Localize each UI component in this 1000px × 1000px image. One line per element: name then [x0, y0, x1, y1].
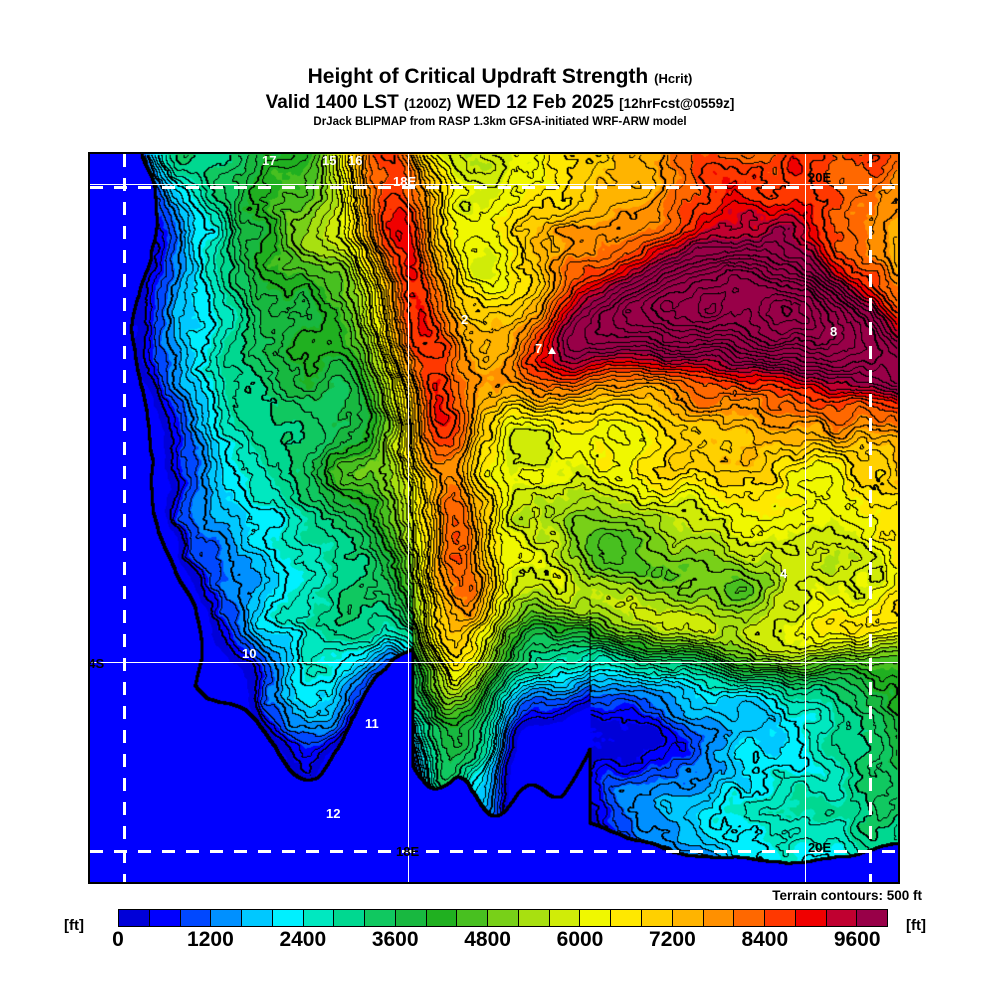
terrain-contour-note: Terrain contours: 500 ft [772, 888, 922, 903]
colorbar-tick-label: 9600 [833, 928, 881, 951]
colorbar-swatch [703, 910, 735, 926]
colorbar-swatch [580, 910, 612, 926]
forecast-tag: [12hrFcst@0559z] [619, 96, 735, 111]
colorbar-swatch [488, 910, 519, 926]
model-source-line: DrJack BLIPMAP from RASP 1.3km GFSA-init… [313, 116, 687, 128]
colorbar-swatch [334, 910, 366, 926]
colorbar-unit-right: [ft] [906, 917, 926, 934]
colorbar-swatch [180, 910, 212, 926]
colorbar-swatch [242, 910, 273, 926]
colorbar-tick-label: 2400 [279, 928, 327, 951]
colorbar-tick-label: 4800 [464, 928, 511, 951]
colorbar-tick-labels: 0 1200 2400 3600 4800 6000 7200 8400 9600 [112, 928, 888, 954]
title-main-text: Height of Critical Updraft Strength [307, 65, 649, 88]
colorbar-swatch [272, 910, 304, 926]
colorbar-swatch [795, 910, 827, 926]
colorbar-swatch [672, 910, 704, 926]
colorbar-swatch [395, 910, 427, 926]
colorbar-swatch [426, 910, 458, 926]
colorbar-swatch [149, 910, 181, 926]
colorbar-swatch [211, 910, 243, 926]
valid-time-line: Valid 1400 LST (1200Z) WED 12 Feb 2025 [… [0, 93, 1000, 112]
colorbar-swatch [119, 910, 150, 926]
colorbar-unit-left: [ft] [64, 917, 84, 934]
valid-prefix: Valid 1400 LST [265, 92, 399, 113]
colorbar-swatch [611, 910, 643, 926]
waypoint-triangle-icon [548, 347, 556, 354]
colorbar-swatch [303, 910, 335, 926]
colorbar-swatch [518, 910, 550, 926]
colorbar-swatch [857, 910, 888, 926]
colorbar-swatch [457, 910, 489, 926]
colorbar-swatch [549, 910, 581, 926]
colorbar-swatch [826, 910, 858, 926]
colorbar-tick-label: 7200 [649, 928, 696, 951]
title-block: Height of Critical Updraft Strength (Hcr… [0, 66, 1000, 129]
valid-date: WED 12 Feb 2025 [456, 92, 614, 113]
map-raster-canvas [90, 154, 898, 882]
colorbar-swatch [734, 910, 766, 926]
colorbar-swatch [765, 910, 796, 926]
colorbar-swatch [642, 910, 673, 926]
colorbar-tick-label: 0 [112, 928, 124, 951]
colorbar-tick-label: 6000 [556, 928, 604, 951]
colorbar-tick-label: 3600 [371, 928, 419, 951]
colorbar-swatch [365, 910, 396, 926]
page-title: Height of Critical Updraft Strength (Hcr… [0, 66, 1000, 87]
title-suffix: (Hcrit) [654, 71, 693, 86]
colorbar: [ft] 0 1200 2400 3600 4800 6000 7200 8400 9600 [… [0, 906, 1000, 966]
colorbar-tick-label: 1200 [187, 928, 234, 951]
colorbar-strip [118, 909, 888, 927]
colorbar-tick-label: 8400 [741, 928, 789, 951]
valid-zulu: (1200Z) [403, 96, 452, 111]
forecast-map[interactable]: 17151618E20E34S34S2784101151218E20E [88, 152, 900, 884]
